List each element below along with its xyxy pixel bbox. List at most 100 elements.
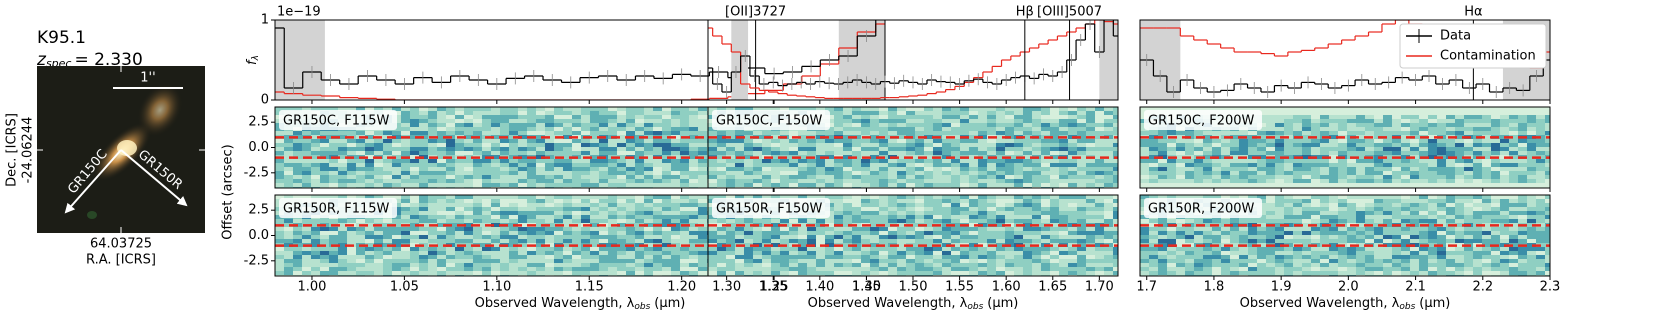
pixel (879, 235, 888, 239)
pixel (311, 267, 320, 271)
pixel (329, 171, 338, 175)
pixel (1104, 171, 1113, 175)
pixel (1077, 231, 1086, 235)
pixel (978, 263, 987, 267)
pixel (455, 195, 464, 199)
pixel (509, 159, 518, 163)
pixel (888, 179, 897, 183)
pixel (1023, 239, 1032, 243)
pixel (906, 123, 915, 127)
pixel (1014, 199, 1023, 203)
pixel (572, 107, 581, 111)
pixel (482, 179, 491, 183)
pixel (392, 171, 401, 175)
pixel (870, 143, 879, 147)
pixel (302, 251, 311, 255)
pixel (1032, 219, 1041, 223)
pixel (1014, 111, 1023, 115)
pixel (942, 147, 951, 151)
pixel (545, 235, 554, 239)
pixel (1050, 219, 1059, 223)
pixel (347, 167, 356, 171)
pixel (635, 227, 644, 231)
pixel (969, 163, 978, 167)
pixel (599, 195, 608, 199)
pixel (410, 163, 419, 167)
pixel (275, 219, 284, 223)
pixel (951, 259, 960, 263)
pixel (545, 219, 554, 223)
pixel (554, 143, 563, 147)
pixel (1041, 147, 1050, 151)
pixel (464, 171, 473, 175)
pixel (933, 227, 942, 231)
pixel (365, 179, 374, 183)
pixel (563, 151, 572, 155)
pixel (698, 267, 707, 271)
pixel (554, 259, 563, 263)
pixel (951, 115, 960, 119)
pixel (951, 111, 960, 115)
pixel (708, 239, 717, 243)
pixel (843, 255, 852, 259)
pixel (816, 263, 825, 267)
pixel (608, 247, 617, 251)
pixel (500, 163, 509, 167)
pixel (1032, 163, 1041, 167)
pixel (671, 199, 680, 203)
pixel (1050, 247, 1059, 251)
pixel (509, 115, 518, 119)
pixel (924, 207, 933, 211)
pixel (644, 267, 653, 271)
pixel (374, 151, 383, 155)
pixel (807, 239, 816, 243)
pixel (1032, 211, 1041, 215)
pixel (599, 219, 608, 223)
x-label-sub: obs (634, 302, 650, 312)
pixel (626, 203, 635, 207)
pixel (1005, 239, 1014, 243)
pixel (419, 215, 428, 219)
pixel (590, 255, 599, 259)
pixel (888, 255, 897, 259)
pixel (843, 159, 852, 163)
pixel (617, 267, 626, 271)
pixel (807, 235, 816, 239)
pixel (789, 139, 798, 143)
pixel (356, 139, 365, 143)
pixel (924, 111, 933, 115)
pixel (500, 255, 509, 259)
pixel (915, 239, 924, 243)
pixel (807, 163, 816, 167)
pixel (284, 159, 293, 163)
pixel (843, 163, 852, 167)
pixel (680, 179, 689, 183)
pixel (536, 239, 545, 243)
pixel (960, 111, 969, 115)
pixel (897, 219, 906, 223)
pixel (590, 251, 599, 255)
pixel (888, 159, 897, 163)
pixel (996, 115, 1005, 119)
pixel (825, 131, 834, 135)
pixel (689, 147, 698, 151)
pixel (473, 255, 482, 259)
pixel (1104, 159, 1113, 163)
pixel (581, 239, 590, 243)
pixel (599, 167, 608, 171)
pixel (1086, 147, 1095, 151)
pixel (1068, 219, 1077, 223)
pixel (888, 267, 897, 271)
pixel (599, 119, 608, 123)
pixel (419, 227, 428, 231)
pixel (717, 227, 726, 231)
pixel (1077, 247, 1086, 251)
pixel (284, 163, 293, 167)
pixel (933, 119, 942, 123)
pixel (275, 263, 284, 267)
pixel (852, 247, 861, 251)
pixel (996, 131, 1005, 135)
pixel (563, 179, 572, 183)
pixel (1041, 171, 1050, 175)
pixel (554, 215, 563, 219)
